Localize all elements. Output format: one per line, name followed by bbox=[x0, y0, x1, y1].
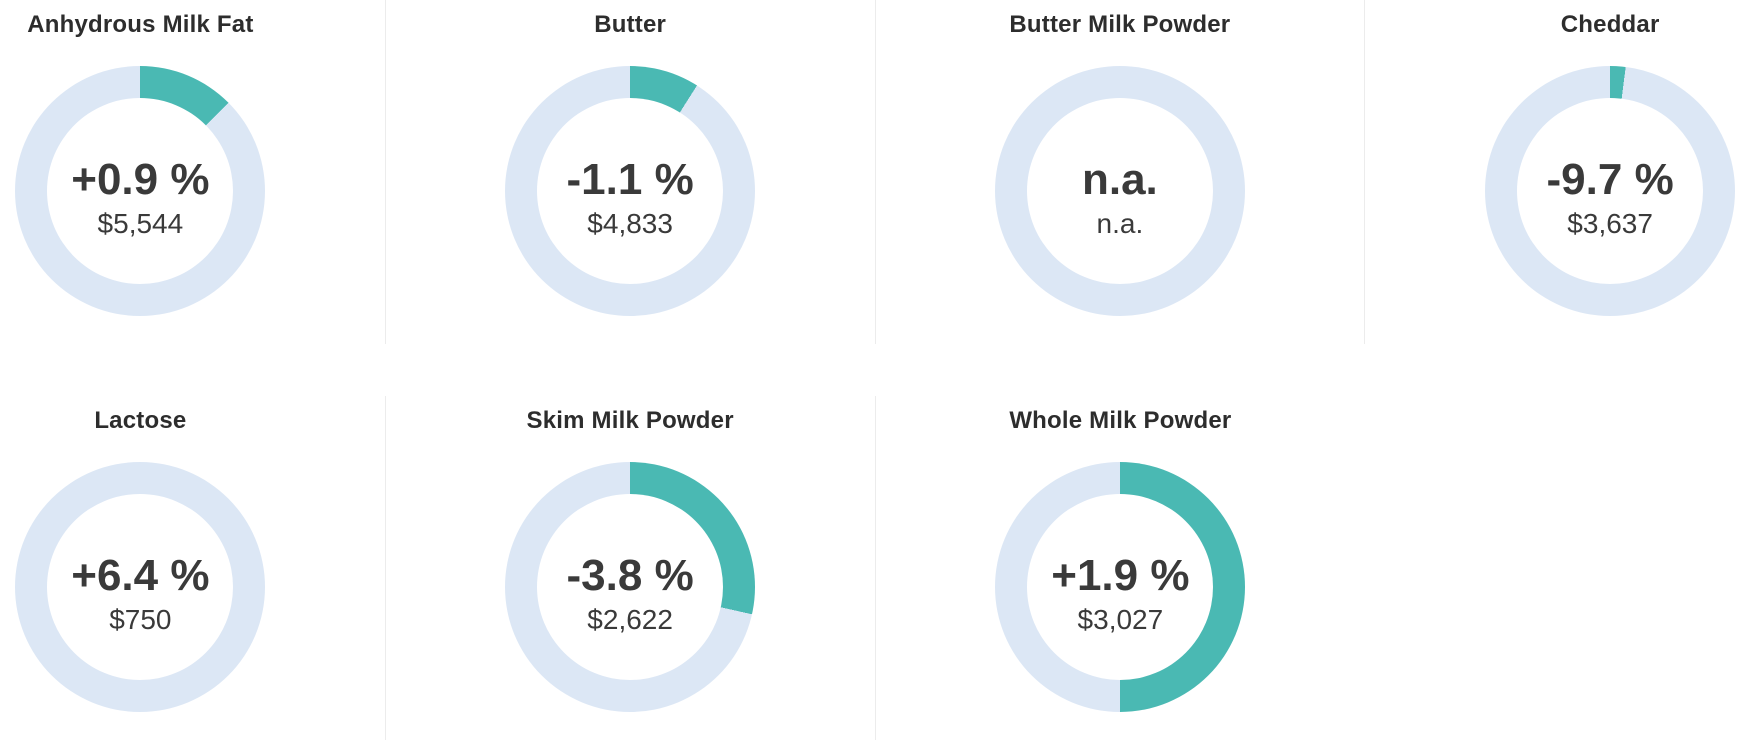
donut-center-text: -3.8 % $2,622 bbox=[505, 462, 755, 712]
donut-chart: +0.9 % $5,544 bbox=[15, 66, 266, 316]
average-price: n.a. bbox=[1096, 208, 1144, 239]
donut-chart: n.a. n.a. bbox=[994, 66, 1245, 316]
product-row-top: Anhydrous Milk Fat +0.9 % $5,544 Butter … bbox=[0, 0, 1744, 344]
donut-center-text: -9.7 % $3,637 bbox=[1485, 66, 1735, 316]
average-price: $2,622 bbox=[587, 604, 673, 635]
average-price: $3,637 bbox=[1567, 208, 1653, 239]
price-change-percent: +1.9 % bbox=[1051, 551, 1190, 600]
price-change-percent: n.a. bbox=[1081, 155, 1158, 204]
product-card-skim-milk-powder: Skim Milk Powder -3.8 % $2,622 bbox=[386, 396, 876, 740]
product-card-lactose: Lactose +6.4 % $750 bbox=[0, 396, 386, 740]
donut-hole bbox=[1027, 494, 1214, 680]
price-change-percent: -1.1 % bbox=[566, 155, 694, 204]
donut-chart: +6.4 % $750 bbox=[15, 462, 266, 712]
donut-hole bbox=[537, 494, 724, 680]
product-card-cheddar: Cheddar -9.7 % $3,637 bbox=[1365, 0, 1744, 344]
donut-hole bbox=[1517, 98, 1704, 284]
donut-hole bbox=[537, 98, 724, 284]
product-title: Anhydrous Milk Fat bbox=[27, 11, 254, 38]
price-change-percent: +6.4 % bbox=[71, 551, 210, 600]
donut-chart: -3.8 % $2,622 bbox=[505, 462, 756, 712]
product-card-butter-milk-powder: Butter Milk Powder n.a. n.a. bbox=[876, 0, 1366, 344]
average-price: $750 bbox=[109, 604, 172, 635]
price-change-percent: +0.9 % bbox=[71, 155, 210, 204]
product-title: Whole Milk Powder bbox=[1009, 407, 1232, 434]
donut-hole bbox=[1026, 98, 1213, 284]
price-change-percent: -3.8 % bbox=[566, 551, 694, 600]
product-card-whole-milk-powder: Whole Milk Powder +1.9 % $3,027 bbox=[876, 396, 1366, 740]
product-title: Skim Milk Powder bbox=[526, 407, 734, 434]
average-price: $4,833 bbox=[587, 208, 673, 239]
donut-chart: -1.1 % $4,833 bbox=[505, 66, 756, 316]
donut-center-text: n.a. n.a. bbox=[995, 66, 1245, 316]
donut-center-text: +6.4 % $750 bbox=[15, 462, 265, 712]
price-change-percent: -9.7 % bbox=[1546, 155, 1674, 204]
average-price: $3,027 bbox=[1077, 604, 1164, 635]
product-title: Butter Milk Powder bbox=[1009, 11, 1231, 38]
donut-center-text: +0.9 % $5,544 bbox=[15, 66, 265, 316]
donut-center-text: -1.1 % $4,833 bbox=[505, 66, 755, 316]
donut-chart: +1.9 % $3,027 bbox=[995, 462, 1246, 712]
product-card-butter: Butter -1.1 % $4,833 bbox=[386, 0, 876, 344]
product-title: Butter bbox=[594, 11, 667, 38]
product-title: Cheddar bbox=[1560, 11, 1660, 38]
product-card-anhydrous-milk-fat: Anhydrous Milk Fat +0.9 % $5,544 bbox=[0, 0, 386, 344]
product-row-bottom: Lactose +6.4 % $750 Skim Milk Powder -3.… bbox=[0, 396, 1744, 740]
donut-hole bbox=[47, 98, 234, 284]
donut-chart: -9.7 % $3,637 bbox=[1485, 66, 1736, 316]
donut-center-text: +1.9 % $3,027 bbox=[995, 462, 1245, 712]
product-title: Lactose bbox=[94, 407, 187, 434]
average-price: $5,544 bbox=[97, 208, 184, 239]
donut-hole bbox=[47, 494, 234, 680]
